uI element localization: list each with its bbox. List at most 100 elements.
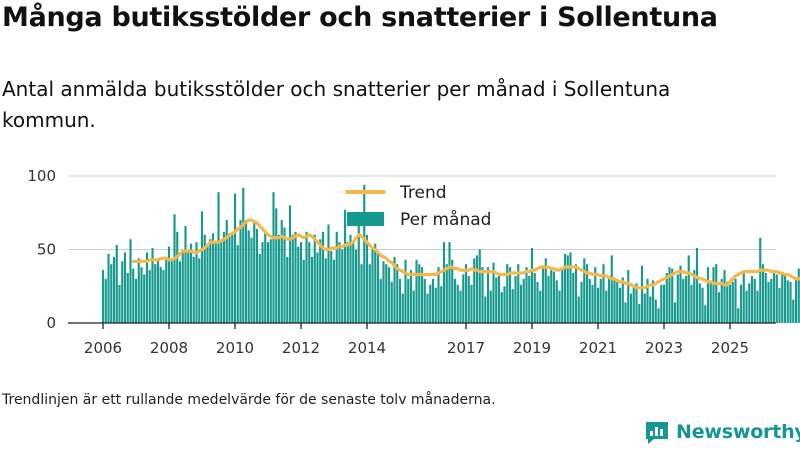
x-tick-label: 2019 <box>513 339 551 357</box>
brand-logo[interactable]: Newsworthy <box>644 418 800 446</box>
bar <box>486 267 490 323</box>
bar <box>555 280 558 323</box>
bar <box>679 265 682 323</box>
bar <box>475 255 479 323</box>
bar <box>324 258 327 323</box>
bar <box>701 287 704 323</box>
bar <box>360 264 363 323</box>
bar <box>467 275 470 323</box>
bar <box>574 264 578 323</box>
bar <box>726 281 729 323</box>
legend-label-per-manad: Per månad <box>400 209 491 230</box>
bar <box>709 281 712 323</box>
bar <box>772 270 776 323</box>
bar <box>660 284 663 323</box>
bar <box>404 259 407 323</box>
bar <box>734 278 737 323</box>
bar <box>745 290 748 323</box>
bar <box>442 242 446 323</box>
bar <box>605 290 608 323</box>
bar <box>165 256 168 323</box>
bar <box>110 264 113 323</box>
bar <box>371 249 374 323</box>
bar <box>354 249 358 323</box>
bar <box>321 231 325 323</box>
bar <box>319 239 322 323</box>
bar <box>794 278 798 323</box>
bar <box>500 292 503 323</box>
bar <box>255 228 259 323</box>
bar <box>781 273 784 323</box>
bar <box>310 256 314 323</box>
bar <box>756 290 759 323</box>
bar <box>429 284 432 323</box>
bar <box>217 192 220 323</box>
bar <box>536 281 539 323</box>
bar <box>327 224 330 323</box>
bar <box>390 281 393 323</box>
bar <box>269 239 272 323</box>
bar <box>266 242 270 323</box>
bar <box>203 234 206 323</box>
x-tick-label: 2014 <box>348 339 386 357</box>
bar <box>107 253 110 323</box>
y-axis: 0 50 100 <box>27 167 56 332</box>
bar <box>126 273 129 323</box>
legend-label-trend: Trend <box>399 183 447 203</box>
bar <box>156 259 160 323</box>
bar <box>409 270 413 323</box>
bar <box>748 283 751 323</box>
bar <box>646 278 649 323</box>
bar <box>737 308 740 323</box>
bar <box>731 281 734 323</box>
bar <box>148 270 151 323</box>
bar <box>657 308 660 323</box>
bar <box>761 264 765 323</box>
bar <box>209 239 212 323</box>
bar <box>145 252 149 323</box>
bar <box>629 293 633 323</box>
line-series-trend <box>131 218 800 290</box>
bar <box>294 231 297 323</box>
bar <box>783 273 787 323</box>
bar <box>464 264 468 323</box>
bar <box>434 287 437 323</box>
bar <box>717 292 721 323</box>
bar <box>242 187 245 323</box>
newsworthy-logo-icon <box>646 422 668 444</box>
bar <box>511 289 514 323</box>
bar <box>448 242 451 323</box>
bar <box>192 256 195 323</box>
bar <box>214 243 217 323</box>
bar <box>572 273 575 323</box>
bar <box>654 299 657 323</box>
bar <box>610 255 613 323</box>
chart-svg: 2006 2008 2010 2012 2014 2017 2019 2021 2023 2025… <box>27 167 800 357</box>
bar <box>445 264 448 323</box>
bar <box>508 267 512 323</box>
bar <box>519 284 523 323</box>
bar <box>473 258 476 323</box>
bar <box>607 275 611 323</box>
bar <box>651 280 655 323</box>
bar <box>123 252 127 323</box>
footnote: Trendlinjen är ett rullande medelvärde f… <box>2 392 496 408</box>
bar <box>440 286 443 323</box>
bar <box>767 281 770 323</box>
bar <box>264 233 267 323</box>
bar <box>789 281 792 323</box>
bar <box>698 283 701 323</box>
bar <box>517 264 520 323</box>
bar <box>178 261 182 323</box>
bar <box>308 242 311 323</box>
bar <box>374 243 377 323</box>
bar <box>247 230 250 323</box>
bar <box>121 261 124 323</box>
bar <box>134 278 138 323</box>
bar <box>503 286 506 323</box>
bar <box>456 284 459 323</box>
bar <box>415 259 418 323</box>
bar <box>233 193 237 323</box>
bar <box>349 234 352 323</box>
bar <box>481 267 484 323</box>
